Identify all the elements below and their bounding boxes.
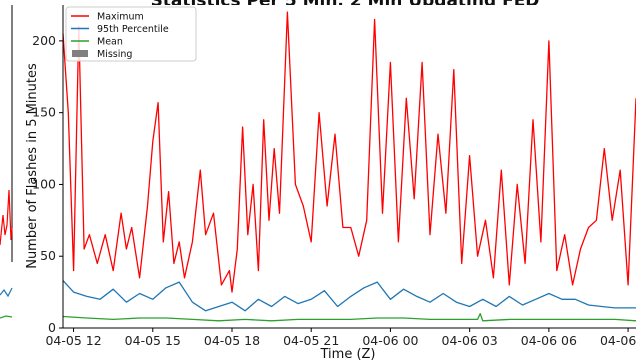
legend-box [65, 6, 197, 62]
series-line-mean [62, 312, 636, 322]
legend-swatch-missing [72, 50, 88, 57]
series-line-maximum [62, 11, 636, 293]
x-tick-label: 04-05 15 [125, 333, 181, 348]
x-tick-label: 04-06 09 [600, 333, 636, 348]
left-panel-fragment [0, 5, 13, 319]
y-tick-label: 0 [48, 320, 56, 335]
x-tick-label: 04-06 03 [442, 333, 498, 348]
x-tick-label: 04-05 21 [283, 333, 339, 348]
y-tick-label: 100 [32, 176, 56, 191]
x-tick-label: 04-05 18 [204, 333, 260, 348]
legend-entry-label: Maximum [97, 12, 144, 23]
y-tick-label: 150 [32, 105, 56, 120]
y-tick-label: 50 [40, 248, 56, 263]
x-tick-label: 04-06 00 [362, 333, 418, 348]
legend-entry-label: Mean [97, 37, 123, 48]
series-line-95th-percentile [62, 280, 636, 312]
legend-entry-label: Missing [97, 49, 132, 60]
x-axis-label: Time (Z) [320, 347, 376, 360]
x-tick-label: 04-06 06 [521, 333, 577, 348]
y-axis-label: Number of Flashes in 5 Minutes [25, 63, 40, 269]
legend-entry-label: 95th Percentile [97, 24, 169, 35]
x-tick-label: 04-05 12 [45, 333, 101, 348]
axes-layer: 0 50 100 150 200 04-05 12 04-05 15 04-05 18 04-0… [32, 5, 636, 348]
series-layer [62, 11, 636, 322]
y-tick-label: 200 [32, 33, 56, 48]
